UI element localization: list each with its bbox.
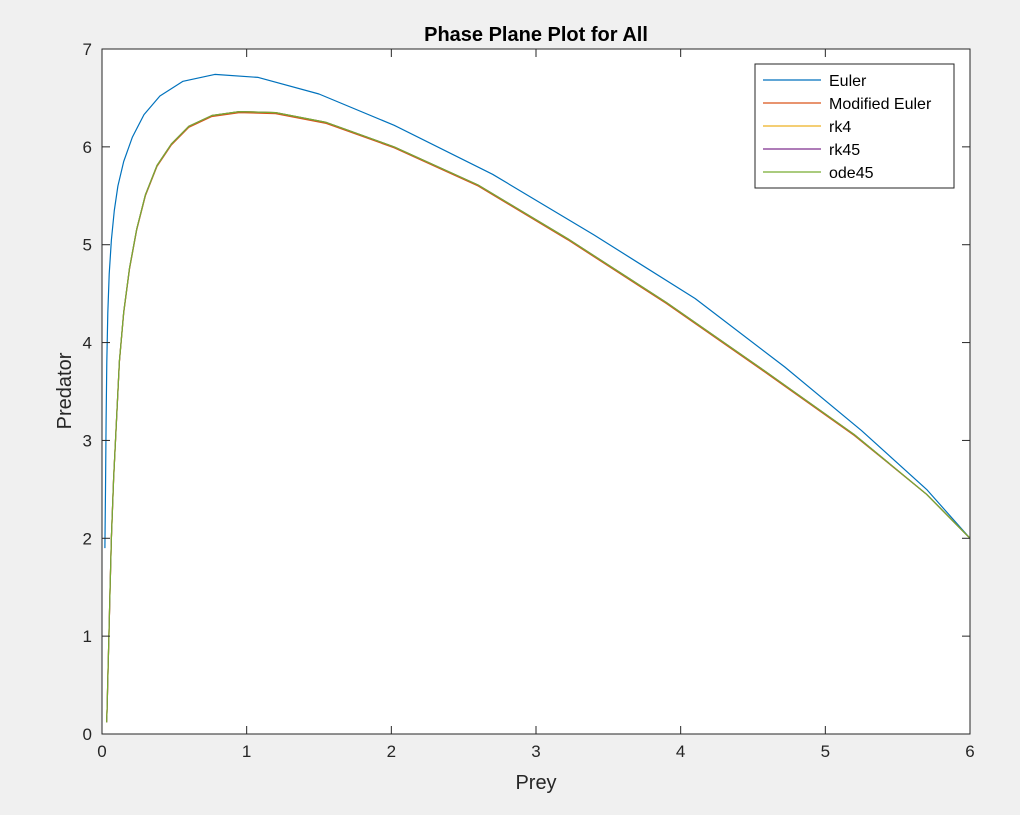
x-tick-label: 6	[965, 742, 974, 761]
legend: Euler Modified Euler rk4 rk45 ode45	[754, 63, 955, 189]
ticks-layer: 0 1 2 3 4 5 6 0 1 2 3 4 5 6 7	[83, 40, 975, 761]
series-line-ode45	[106, 110, 971, 723]
x-tick-label: 0	[97, 742, 106, 761]
x-tick-label: 3	[531, 742, 540, 761]
legend-entry-label: Modified Euler	[829, 96, 932, 113]
y-tick-label: 7	[83, 40, 92, 59]
y-tick-label: 3	[83, 431, 92, 450]
x-tick-label: 5	[821, 742, 830, 761]
y-tick-label: 1	[83, 627, 92, 646]
y-tick-label: 5	[83, 236, 92, 255]
y-tick-label: 0	[83, 725, 92, 744]
x-tick-label: 1	[242, 742, 251, 761]
y-tick-label: 4	[83, 334, 92, 353]
x-axis-label: Prey	[515, 772, 556, 794]
legend-entry-label: Euler	[829, 73, 867, 90]
chart-title: Phase Plane Plot for All	[424, 24, 648, 46]
y-tick-label: 6	[83, 138, 92, 157]
y-tick-label: 2	[83, 529, 92, 548]
legend-entry-label: ode45	[829, 165, 874, 182]
x-tick-label: 4	[676, 742, 685, 761]
y-axis-label: Predator	[54, 352, 76, 429]
series-line-euler	[104, 73, 971, 549]
legend-entry-label: rk45	[829, 142, 860, 159]
series-layer	[104, 73, 971, 723]
x-tick-label: 2	[387, 742, 396, 761]
legend-entry-label: rk4	[829, 119, 851, 136]
